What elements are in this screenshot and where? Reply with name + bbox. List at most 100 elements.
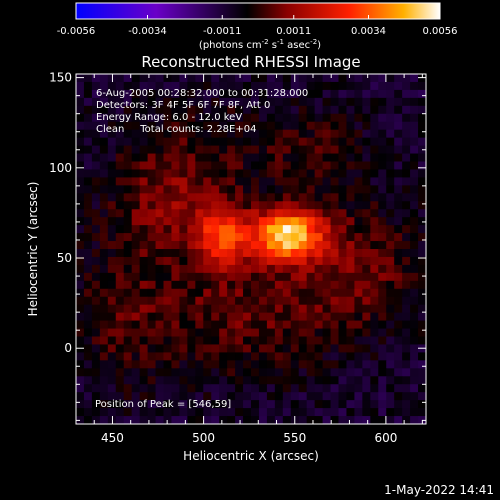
heatmap-cell [290,177,300,186]
heatmap-cell [386,368,395,377]
heatmap-cell [227,121,236,131]
heatmap-cell [290,113,300,123]
heatmap-cell [306,105,316,115]
heatmap-cell [370,153,379,162]
heatmap-cell [290,408,300,417]
heatmap-cell [187,416,196,425]
heatmap-cell [354,328,363,337]
heatmap-cell [362,368,371,377]
heatmap-cell [370,304,379,314]
heatmap-cell [290,360,300,369]
heatmap-cell [123,169,133,178]
heatmap-cell [362,169,371,178]
heatmap-cell [195,89,204,99]
heatmap-cell [290,153,300,162]
heatmap-cell [378,376,387,385]
heatmap-cell [402,296,411,306]
heatmap-cell [306,193,316,202]
heatmap-cell [362,225,371,234]
heatmap-cell [107,169,117,178]
heatmap-cell [147,121,156,131]
heatmap-cell [107,121,117,131]
heatmap-cell [322,312,331,321]
heatmap-cell [338,352,347,361]
heatmap-cell [306,256,316,266]
heatmap-cell [314,384,323,393]
heatmap-cell [123,153,133,162]
heatmap-cell [338,344,347,353]
heatmap-cell [330,185,339,194]
heatmap-cell [227,153,236,162]
heatmap-cell [306,296,316,306]
heatmap-cell [362,352,371,361]
heatmap-cell [282,280,292,290]
heatmap-cell [187,225,196,234]
heatmap-cell [163,296,172,306]
heatmap-cell [290,344,300,353]
heatmap-cell [290,209,300,218]
heatmap-cell [338,97,347,107]
heatmap-cell [258,328,268,337]
heatmap-cell [83,121,93,131]
heatmap-cell [227,288,236,298]
heatmap-cell [251,129,260,139]
heatmap-cell [394,169,403,178]
heatmap-cell [219,320,228,329]
heatmap-cell [378,145,387,154]
heatmap-cell [330,193,339,202]
heatmap-cell [211,225,220,234]
heatmap-cell [115,304,125,314]
heatmap-cell [402,408,411,417]
heatmap-cell [354,169,363,178]
heatmap-cell [211,336,220,345]
heatmap-cell [378,384,387,393]
heatmap-cell [131,233,141,242]
heatmap-cell [370,241,379,250]
heatmap-cell [139,153,148,162]
heatmap-cell [322,169,331,178]
heatmap-cell [322,352,331,361]
heatmap-cell [211,304,220,314]
heatmap-cell [314,137,323,146]
heatmap-cell [83,384,93,393]
heatmap-cell [282,408,292,417]
heatmap-cell [171,392,180,401]
heatmap-cell [322,74,331,83]
heatmap-cell [107,384,117,393]
heatmap-cell [282,129,292,139]
heatmap-cell [330,145,339,154]
heatmap-cell [418,241,427,250]
heatmap-cell [219,249,228,258]
heatmap-cell [338,416,347,425]
heatmap-cell [83,336,93,345]
heatmap-cell [91,280,101,290]
heatmap-cell [107,161,117,170]
heatmap-cell [83,360,93,369]
heatmap-cell [163,74,172,83]
heatmap-cell [274,249,284,258]
heatmap-cell [266,400,276,409]
heatmap-cell [394,209,403,218]
heatmap-cell [410,129,419,139]
heatmap-cell [139,249,148,258]
heatmap-cell [251,233,260,242]
heatmap-cell [235,161,244,170]
heatmap-cell [219,145,228,154]
heatmap-cell [402,368,411,377]
heatmap-cell [258,241,268,250]
plot-title: Reconstructed RHESSI Image [141,53,360,71]
heatmap-cell [115,105,125,115]
heatmap-cell [195,225,204,234]
heatmap-cell [179,74,188,83]
heatmap-cell [298,153,308,162]
heatmap-cell [298,256,308,266]
heatmap-cell [418,209,427,218]
heatmap-cell [139,264,148,274]
heatmap-cell [418,161,427,170]
heatmap-cell [322,145,331,154]
heatmap-cell [418,352,427,361]
heatmap-cell [258,137,268,146]
heatmap-cell [107,81,117,91]
heatmap-cell [338,264,347,274]
